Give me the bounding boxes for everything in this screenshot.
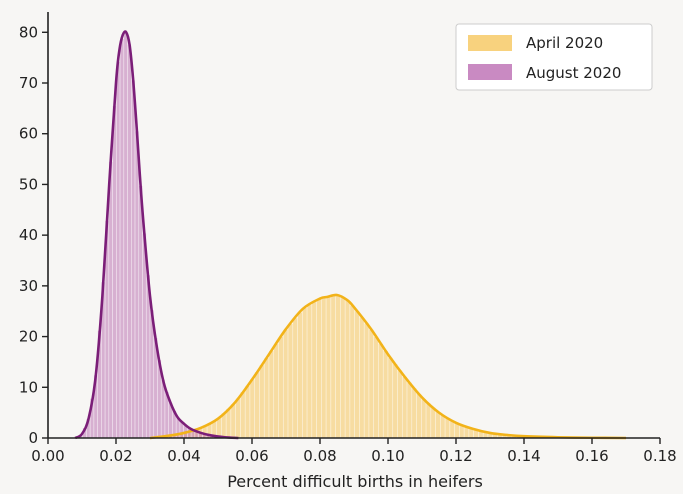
y-tick-label: 50 xyxy=(19,175,38,193)
august-2020-bar xyxy=(134,130,140,439)
april-2020-bar xyxy=(297,312,303,439)
april-2020-bar xyxy=(263,357,270,439)
april-2020-bar xyxy=(406,382,413,439)
april-2020-bar xyxy=(387,357,394,439)
april-2020-bar xyxy=(249,378,256,439)
august-2020-bar xyxy=(131,79,136,439)
april-2020-bar xyxy=(225,408,232,439)
august-2020-bar xyxy=(123,32,128,439)
april-2020-bar xyxy=(278,336,284,439)
april-2020-bar xyxy=(302,307,308,439)
april-2020-bar xyxy=(363,322,370,439)
y-tick-label: 70 xyxy=(19,74,38,92)
august-2020-bar xyxy=(108,161,113,439)
legend-label-april-2020: April 2020 xyxy=(526,34,603,52)
april-2020-bar xyxy=(349,305,355,439)
april-2020-bar xyxy=(321,297,327,439)
april-2020-bar xyxy=(378,343,384,439)
legend-swatch-august-2020 xyxy=(468,64,512,80)
y-tick-label: 10 xyxy=(19,378,38,396)
y-tick-label: 30 xyxy=(19,277,38,295)
x-tick-label: 0.02 xyxy=(99,447,132,465)
x-tick-label: 0.10 xyxy=(371,447,404,465)
april-2020-bar xyxy=(425,402,432,439)
april-2020-bar xyxy=(325,296,332,439)
august-2020-density-line xyxy=(74,30,239,440)
august-2020-bar xyxy=(127,44,132,439)
april-2020-bar xyxy=(416,393,422,439)
april-2020-bar xyxy=(230,403,236,439)
august-2020-bar xyxy=(112,105,117,439)
april-2020-bar xyxy=(354,310,360,439)
x-tick-label: 0.18 xyxy=(643,447,676,465)
april-2020-bar xyxy=(282,329,289,439)
axes: 0.00 0.02 0.04 0.06 0.08 0.10 0.12 0.14 0.16 0.18… xyxy=(19,12,677,465)
april-2020-bar xyxy=(359,316,365,439)
april-2020-bar xyxy=(311,301,317,439)
april-2020-bar xyxy=(397,369,403,439)
april-2020-bar xyxy=(344,300,351,439)
april-2020-bar xyxy=(273,343,279,439)
x-tick-label: 0.12 xyxy=(439,447,472,465)
april-2020-density-line xyxy=(149,293,627,440)
april-2020-bar xyxy=(430,407,436,439)
april-2020-bar xyxy=(368,329,375,439)
august-2020-bar xyxy=(119,38,125,439)
x-tick-label: 0.06 xyxy=(235,447,268,465)
april-2020-bar xyxy=(292,317,298,439)
april-2020-bar xyxy=(259,364,265,439)
april-2020-bar xyxy=(392,363,398,439)
y-tick-label: 60 xyxy=(19,125,38,143)
april-2020-bar xyxy=(340,297,346,439)
x-tick-label: 0.08 xyxy=(303,447,336,465)
x-tick-label: 0.14 xyxy=(507,447,540,465)
april-2020-bar xyxy=(268,350,275,439)
april-2020-bar xyxy=(306,304,313,439)
april-2020-bar xyxy=(316,298,322,439)
april-2020-bars xyxy=(149,295,593,439)
april-2020-bar xyxy=(244,385,251,439)
x-tick-label: 0.04 xyxy=(167,447,200,465)
legend-label-august-2020: August 2020 xyxy=(526,64,621,82)
april-2020-bar xyxy=(444,417,451,439)
april-2020-bar xyxy=(373,336,379,439)
april-2020-bar xyxy=(440,414,446,439)
y-tick-label: 40 xyxy=(19,226,38,244)
april-2020-bar xyxy=(435,411,441,439)
april-2020-bar xyxy=(411,387,417,439)
legend-swatch-april-2020 xyxy=(468,35,512,51)
april-2020-bar xyxy=(235,398,241,439)
y-tick-label: 20 xyxy=(19,328,38,346)
april-2020-bar xyxy=(287,323,294,439)
x-axis-label: Percent difficult births in heifers xyxy=(227,472,483,491)
august-2020-bar xyxy=(138,185,143,439)
x-tick-label: 0.00 xyxy=(31,447,64,465)
august-2020-bars xyxy=(74,32,233,439)
april-2020-bar xyxy=(382,350,389,439)
y-tick-label: 80 xyxy=(19,23,38,41)
legend: April 2020 August 2020 xyxy=(455,23,653,91)
august-2020-bar xyxy=(116,61,121,439)
april-2020-bar xyxy=(401,376,408,439)
x-tick-label: 0.16 xyxy=(575,447,608,465)
april-2020-bar xyxy=(254,371,260,439)
april-2020-bar xyxy=(335,295,341,439)
y-tick-label: 0 xyxy=(28,429,38,447)
april-2020-bar xyxy=(421,398,427,439)
april-2020-bar xyxy=(330,295,336,439)
april-2020-bar xyxy=(240,391,246,439)
